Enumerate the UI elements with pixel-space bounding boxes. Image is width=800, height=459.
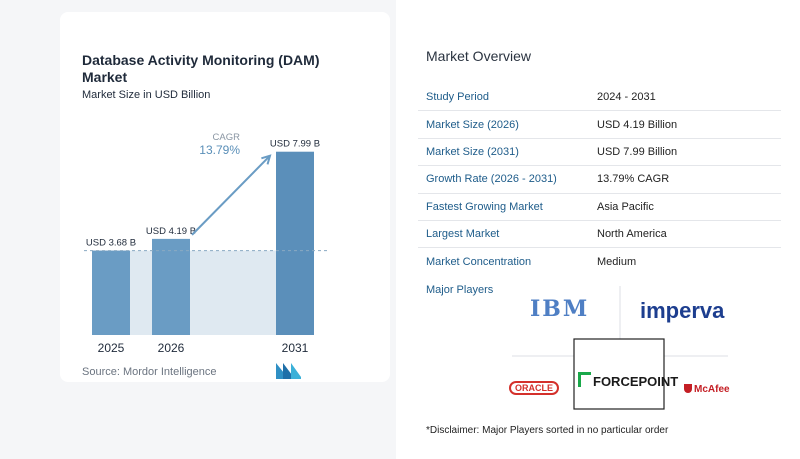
cagr-label: CAGR [213, 132, 241, 143]
overview-key: Study Period [426, 91, 489, 104]
disclaimer: *Disclaimer: Major Players sorted in no … [426, 425, 669, 436]
overview-row: Market Size (2031) USD 7.99 Billion [418, 137, 781, 166]
mordor-intelligence-logo-icon [276, 363, 301, 379]
x-tick-label: 2026 [158, 341, 185, 355]
x-tick-label: 2025 [98, 341, 125, 355]
overview-key: Largest Market [418, 219, 589, 248]
overview-row: Fastest Growing Market Asia Pacific [418, 192, 781, 221]
overview-row: Growth Rate (2026 - 2031) 13.79% CAGR [418, 165, 781, 194]
overview-value: USD 4.19 Billion [589, 110, 781, 139]
bar-value-label: USD 7.99 B [270, 139, 320, 150]
major-players-title: Major Players [426, 284, 494, 296]
ibm-logo-text: IBM [530, 296, 590, 322]
imperva-logo-text: imperva [640, 298, 725, 323]
overview-value: 2024 - 2031 [597, 91, 656, 104]
oracle-logo-text: ORACLE [509, 381, 559, 395]
overview-value: North America [589, 219, 781, 248]
chart-title: Database Activity Monitoring (DAM) Marke… [82, 52, 320, 85]
overview-row: Market Size (2026) USD 4.19 Billion [418, 110, 781, 139]
overview-value: 13.79% CAGR [589, 165, 781, 194]
cagr-arrow-head [261, 154, 272, 165]
overview-key: Fastest Growing Market [418, 192, 589, 221]
forcepoint-logo: FORCEPOINT [578, 372, 678, 391]
forcepoint-mark-icon [578, 372, 591, 387]
overview-value: Asia Pacific [589, 192, 781, 221]
mcafee-logo: McAfee [684, 379, 730, 397]
overview-row: Study Period 2024 - 2031 [418, 84, 781, 111]
overview-row: Largest Market North America [418, 219, 781, 248]
ibm-logo: IBM [530, 296, 589, 322]
overview-key: Market Size (2031) [418, 137, 589, 166]
bar [152, 238, 190, 335]
source-note: Source: Mordor Intelligence [82, 366, 217, 378]
bar-chart: USD 3.68 B 2025 USD 4.19 B 2026 USD 7.99 B 20… [84, 132, 330, 355]
bar-value-label: USD 3.68 B [86, 238, 136, 249]
forcepoint-logo-text: FORCEPOINT [593, 374, 679, 389]
imperva-logo: imperva [640, 298, 724, 324]
cagr-value: 13.79% [199, 143, 240, 157]
mcafee-shield-icon [684, 384, 692, 393]
market-overview-table: Study Period 2024 - 2031 Market Size (20… [418, 84, 781, 275]
overview-key: Market Size (2026) [418, 110, 589, 139]
overview-value: Medium [589, 247, 781, 275]
overview-key: Growth Rate (2026 - 2031) [418, 165, 589, 194]
market-overview-title: Market Overview [426, 48, 532, 64]
bar [276, 151, 314, 335]
bar-value-label: USD 4.19 B [146, 226, 196, 237]
mcafee-logo-text: McAfee [694, 384, 730, 395]
cagr-arrow [191, 154, 271, 236]
overview-key: Market Concentration [418, 247, 589, 275]
overview-value: USD 7.99 Billion [589, 137, 781, 166]
bar [92, 250, 130, 335]
oracle-logo: ORACLE [509, 378, 559, 396]
overview-row: Market Concentration Medium [418, 247, 781, 275]
chart-subtitle: Market Size in USD Billion [82, 89, 211, 101]
x-tick-label: 2031 [282, 341, 309, 355]
